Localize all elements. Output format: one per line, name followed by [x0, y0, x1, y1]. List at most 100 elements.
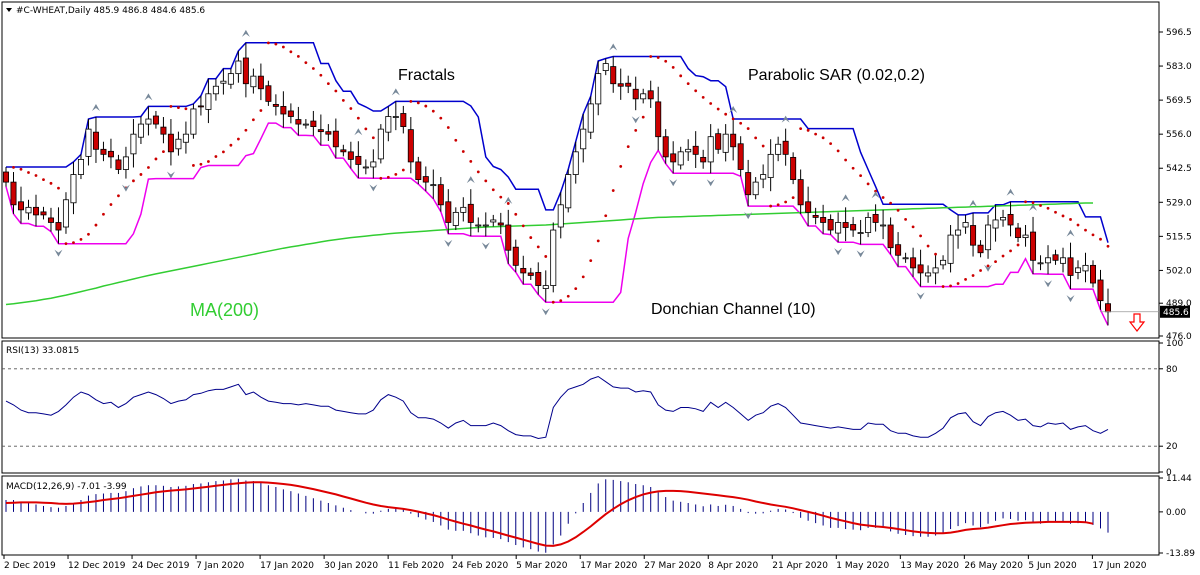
- candle-body: [115, 159, 122, 170]
- candle: [872, 204, 879, 232]
- candle-body: [152, 115, 159, 125]
- candle: [1030, 216, 1037, 274]
- sar-dot: [754, 136, 758, 140]
- fractal-up-icon: [781, 115, 790, 123]
- sar-dot: [724, 112, 728, 116]
- fractal-down-icon: [1066, 295, 1075, 303]
- candle: [452, 207, 459, 231]
- candle: [955, 214, 962, 249]
- candle: [235, 50, 242, 83]
- sar-dot: [274, 42, 278, 46]
- fractal-down-icon: [481, 242, 490, 250]
- candle: [812, 207, 819, 225]
- price-tick-label: 476.0: [1166, 332, 1192, 342]
- candle: [47, 207, 54, 232]
- candle-body: [407, 129, 414, 163]
- candle: [752, 177, 759, 200]
- candle: [745, 159, 752, 207]
- sar-dot: [649, 55, 653, 58]
- fractal-down-icon: [834, 248, 843, 256]
- candle: [430, 169, 437, 199]
- sar-dot: [574, 287, 578, 291]
- date-tick-label: 11 Feb 2020: [388, 561, 444, 571]
- candle-body: [790, 156, 797, 180]
- sar-dot: [296, 54, 300, 58]
- down-arrow-icon: [1128, 313, 1146, 332]
- candle: [115, 154, 122, 175]
- fractal-up-icon: [871, 191, 880, 199]
- sar-dot: [147, 166, 150, 169]
- sar-dot: [596, 239, 600, 243]
- candle: [475, 217, 482, 233]
- candle-body: [977, 244, 984, 254]
- candle-body: [617, 83, 624, 87]
- candle: [3, 166, 9, 187]
- chevron-down-icon[interactable]: [6, 8, 12, 12]
- sar-dot: [791, 196, 795, 200]
- candle: [377, 124, 384, 164]
- candle-body: [917, 264, 924, 274]
- candle: [1000, 209, 1007, 227]
- candle: [145, 106, 152, 136]
- fractal-up-icon: [609, 43, 618, 51]
- candle: [1052, 249, 1059, 265]
- sar-dot: [949, 284, 952, 288]
- candle-body: [902, 257, 909, 260]
- sar-dot: [979, 269, 982, 272]
- candle: [707, 124, 714, 174]
- candle-body: [302, 123, 309, 126]
- candle: [100, 141, 107, 162]
- fractal-down-icon: [984, 264, 993, 272]
- sar-dot: [484, 179, 488, 183]
- sar-dot: [326, 82, 330, 86]
- candle: [407, 117, 414, 174]
- sar-dot: [986, 264, 990, 268]
- candle: [677, 146, 684, 170]
- sar-dot: [919, 234, 922, 238]
- sar-dot: [416, 101, 420, 105]
- candle: [700, 149, 707, 169]
- candle: [1015, 222, 1022, 243]
- candle-body: [1007, 213, 1014, 226]
- sar-dot: [934, 252, 937, 256]
- candle: [70, 161, 77, 215]
- fractal-up-icon: [729, 106, 738, 114]
- candle-body: [100, 148, 107, 155]
- candle-body: [385, 116, 392, 133]
- candle: [977, 240, 984, 258]
- candle-body: [662, 136, 669, 158]
- sar-dot: [881, 196, 885, 199]
- candle-body: [145, 118, 152, 125]
- candle: [1060, 247, 1067, 273]
- candle-body: [992, 219, 999, 229]
- sar-dot: [619, 165, 623, 168]
- sar-dot: [139, 173, 143, 176]
- fractal-up-icon: [144, 93, 153, 101]
- candle-body: [430, 184, 437, 187]
- date-tick-label: 17 Mar 2020: [580, 561, 637, 571]
- rsi-tick-label: 80: [1166, 365, 1178, 375]
- date-tick-label: 26 May 2020: [964, 561, 1023, 571]
- candle: [625, 75, 632, 94]
- candle-body: [505, 224, 512, 251]
- sar-dot: [184, 107, 188, 111]
- candle: [182, 121, 189, 154]
- candle-body: [332, 130, 339, 148]
- sar-dot: [431, 109, 435, 113]
- candle-body: [655, 101, 662, 138]
- sar-dot: [1106, 244, 1110, 248]
- sar-dot: [12, 165, 15, 169]
- sar-dot: [192, 164, 195, 167]
- candle-body: [1090, 264, 1097, 284]
- sar-dot: [536, 245, 540, 249]
- candle: [992, 204, 999, 242]
- candle-body: [707, 136, 714, 163]
- candle: [362, 159, 369, 175]
- candle: [512, 239, 519, 273]
- candle: [227, 68, 234, 89]
- candle-body: [640, 93, 647, 100]
- candle: [370, 149, 377, 179]
- sar-dot: [731, 117, 735, 121]
- candle-body: [85, 128, 92, 157]
